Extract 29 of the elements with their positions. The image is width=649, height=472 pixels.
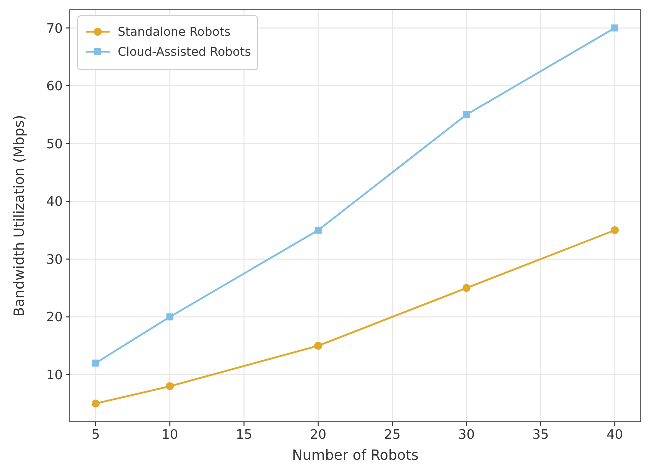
x-tick-label: 35 bbox=[532, 428, 550, 443]
x-tick-label: 40 bbox=[606, 428, 624, 443]
x-tick-label: 20 bbox=[310, 428, 327, 443]
x-axis-title: Number of Robots bbox=[292, 448, 419, 464]
point bbox=[314, 226, 322, 234]
y-tick-label: 50 bbox=[46, 137, 63, 152]
point bbox=[463, 111, 470, 118]
y-tick-label: 40 bbox=[46, 195, 63, 210]
x-tick-label: 30 bbox=[458, 428, 476, 443]
x-tick-label: 25 bbox=[384, 428, 401, 443]
point bbox=[166, 314, 174, 321]
point bbox=[611, 226, 620, 234]
point bbox=[462, 284, 471, 292]
y-tick-label: 70 bbox=[46, 22, 63, 37]
legend-label: Standalone Robots bbox=[118, 25, 231, 40]
point bbox=[92, 360, 100, 367]
point bbox=[92, 400, 100, 408]
point bbox=[612, 24, 619, 32]
x-tick-label: 15 bbox=[236, 428, 253, 443]
x-tick-label: 5 bbox=[92, 428, 100, 443]
y-tick-label: 60 bbox=[46, 80, 63, 95]
y-tick-label: 30 bbox=[46, 252, 63, 268]
x-tick-label: 10 bbox=[162, 428, 178, 443]
legend-label: Cloud-Assisted Robots bbox=[118, 45, 252, 60]
y-axis-title: Bandwidth Utilization (Mbps) bbox=[12, 115, 28, 317]
point bbox=[166, 382, 174, 390]
y-tick-label: 10 bbox=[46, 368, 63, 384]
point bbox=[314, 342, 322, 350]
y-tick-label: 20 bbox=[46, 310, 63, 326]
